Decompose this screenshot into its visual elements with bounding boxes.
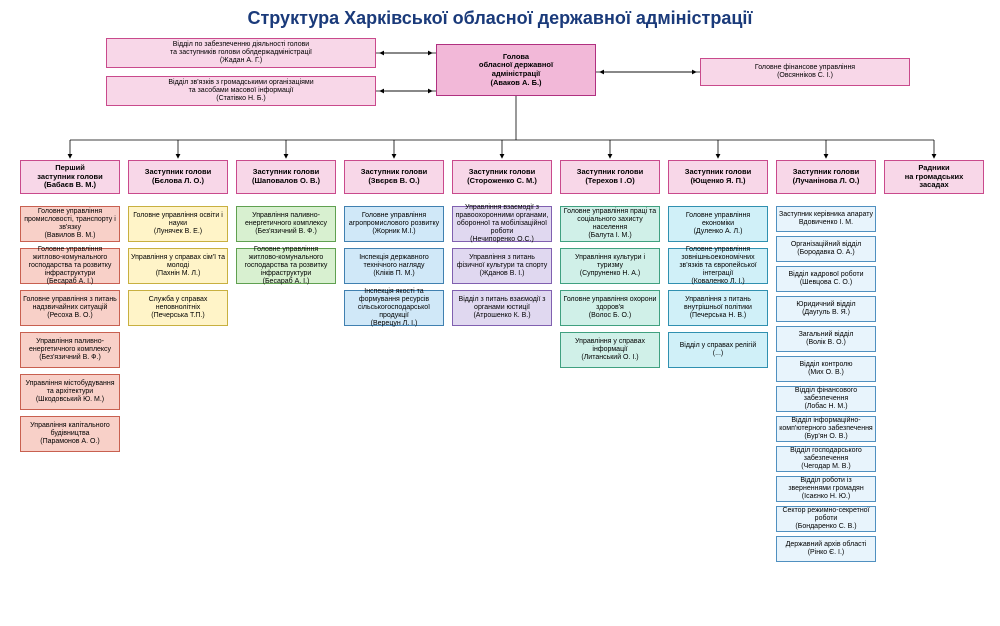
col-4-item-0: Управління взаємодії з правоохоронними о… [452,206,552,242]
col-7-item-8: Відділ господарського забезпечення(Чегод… [776,446,876,472]
top-left-box-1: Відділ по забезпеченню діяльності голови… [106,38,376,68]
col-7-item-10: Сектор режимно-секретної роботи(Бондарен… [776,506,876,532]
col-0-item-4: Управління містобудування та архітектури… [20,374,120,410]
col-7-item-2: Відділ кадрової роботи(Шевцова С. О.) [776,266,876,292]
col-5-item-2: Головне управління охорони здоров'я(Воло… [560,290,660,326]
col-5-item-1: Управління культури і туризму(Супруненко… [560,248,660,284]
col-header-2: Заступник голови(Шаповалов О. В.) [236,160,336,194]
col-header-3: Заступник голови(Звєрєв В. О.) [344,160,444,194]
col-6-item-3: Відділ у справах релігій(...) [668,332,768,368]
col-5-item-3: Управління у справах інформації(Литанськ… [560,332,660,368]
col-3-item-2: Інспекція якості та формування ресурсів … [344,290,444,326]
col-7-item-0: Заступник керівника апаратуВдовиченко І.… [776,206,876,232]
col-6-item-0: Головне управління економіки(Дуленко А. … [668,206,768,242]
col-2-item-0: Управління паливно-енергетичного комплек… [236,206,336,242]
col-7-item-5: Відділ контролю(Мих О. В.) [776,356,876,382]
col-5-item-0: Головне управління праці та соціального … [560,206,660,242]
head-box: Головаобласної державноїадміністрації(Ав… [436,44,596,96]
col-7-item-1: Організаційний відділ(Бородавка О. А.) [776,236,876,262]
col-3-item-0: Головне управління агропромислового розв… [344,206,444,242]
col-header-8: Радникина громадськихзасадах [884,160,984,194]
col-7-item-3: Юридичний відділ(Даугуль В. Я.) [776,296,876,322]
col-0-item-5: Управління капітального будівництва(Пара… [20,416,120,452]
col-6-item-1: Головне управління зовнішньоекономічних … [668,248,768,284]
col-4-item-1: Управління з питань фізичної культури та… [452,248,552,284]
col-0-item-2: Головне управління з питань надзвичайних… [20,290,120,326]
col-header-5: Заступник голови(Терехов І .О) [560,160,660,194]
top-right-box: Головне фінансове управління(Овсянніков … [700,58,910,86]
col-header-6: Заступник голови(Ющенко Я. П.) [668,160,768,194]
col-header-0: Першийзаступник голови(Бабаєв В. М.) [20,160,120,194]
col-1-item-0: Головне управління освіти і науки(Луняче… [128,206,228,242]
col-0-item-0: Головне управління промисловості, трансп… [20,206,120,242]
col-7-item-11: Державний архів області(Рінко Є. І.) [776,536,876,562]
col-header-4: Заступник голови(Стороженко С. М.) [452,160,552,194]
col-1-item-2: Служба у справах неповнолітніх(Печерська… [128,290,228,326]
col-7-item-9: Відділ роботи із зверненнями громадян(Іс… [776,476,876,502]
col-0-item-1: Головне управління житлово-комунального … [20,248,120,284]
col-1-item-1: Управління у справах сім'ї та молоді(Пах… [128,248,228,284]
col-6-item-2: Управління з питань внутрішньої політики… [668,290,768,326]
col-0-item-3: Управління паливно-енергетичного комплек… [20,332,120,368]
col-7-item-7: Відділ інформаційно-комп'ютерного забезп… [776,416,876,442]
col-header-1: Заступник голови(Бєлова Л. О.) [128,160,228,194]
col-2-item-1: Головне управління житлово-комунального … [236,248,336,284]
top-left-box-2: Відділ зв'язків з громадськими організац… [106,76,376,106]
col-7-item-4: Загальний відділ(Волік В. О.) [776,326,876,352]
page-title: Структура Харківської обласної державної… [0,0,1000,33]
col-header-7: Заступник голови(Лучанінова Л. О.) [776,160,876,194]
col-7-item-6: Відділ фінансового забезпечення(Лобас Н.… [776,386,876,412]
col-3-item-1: Інспекція державного технічного нагляду(… [344,248,444,284]
col-4-item-2: Відділ з питань взаємодії з органами юст… [452,290,552,326]
